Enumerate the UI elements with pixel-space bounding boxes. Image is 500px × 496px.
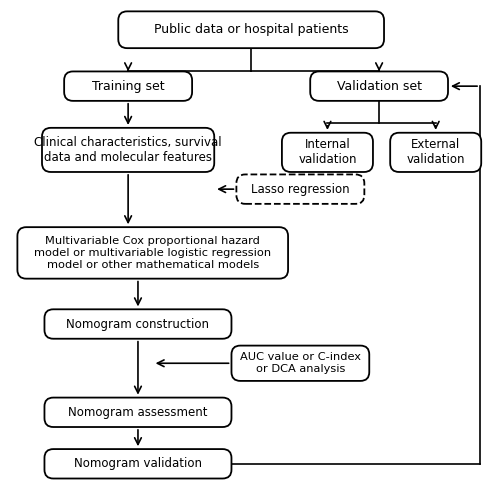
Text: External
validation: External validation	[406, 138, 465, 166]
FancyBboxPatch shape	[64, 71, 192, 101]
Text: Clinical characteristics, survival
data and molecular features: Clinical characteristics, survival data …	[34, 136, 222, 164]
Text: Nomogram construction: Nomogram construction	[66, 317, 210, 330]
FancyBboxPatch shape	[390, 133, 481, 172]
Text: Validation set: Validation set	[336, 80, 422, 93]
Text: Public data or hospital patients: Public data or hospital patients	[154, 23, 348, 36]
Text: Lasso regression: Lasso regression	[251, 183, 350, 195]
Text: Internal
validation: Internal validation	[298, 138, 356, 166]
FancyBboxPatch shape	[44, 398, 232, 427]
FancyBboxPatch shape	[44, 310, 232, 339]
FancyBboxPatch shape	[44, 449, 232, 479]
Text: Multivariable Cox proportional hazard
model or multivariable logistic regression: Multivariable Cox proportional hazard mo…	[34, 236, 272, 269]
FancyBboxPatch shape	[282, 133, 373, 172]
Text: Training set: Training set	[92, 80, 164, 93]
FancyBboxPatch shape	[18, 227, 288, 279]
FancyBboxPatch shape	[310, 71, 448, 101]
Text: Nomogram validation: Nomogram validation	[74, 457, 202, 470]
Text: Nomogram assessment: Nomogram assessment	[68, 406, 207, 419]
FancyBboxPatch shape	[232, 346, 370, 381]
FancyBboxPatch shape	[118, 11, 384, 48]
FancyBboxPatch shape	[236, 175, 364, 204]
Text: AUC value or C-index
or DCA analysis: AUC value or C-index or DCA analysis	[240, 353, 361, 374]
FancyBboxPatch shape	[42, 128, 214, 172]
